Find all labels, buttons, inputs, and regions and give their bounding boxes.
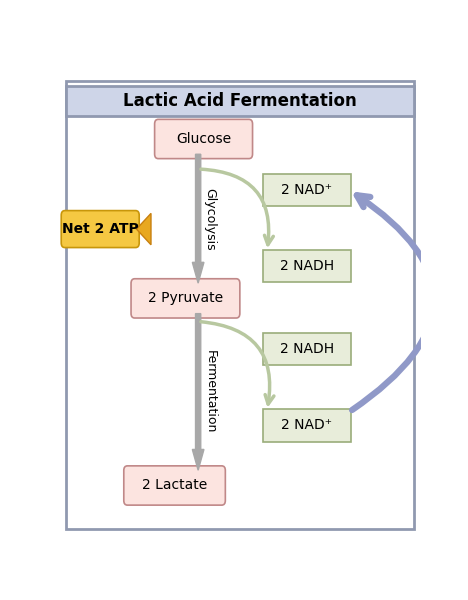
- FancyBboxPatch shape: [263, 173, 351, 206]
- Text: Glycolysis: Glycolysis: [204, 188, 217, 250]
- Text: Net 2 ATP: Net 2 ATP: [62, 222, 139, 236]
- Text: 2 Pyruvate: 2 Pyruvate: [148, 292, 223, 305]
- Text: 2 NAD⁺: 2 NAD⁺: [281, 418, 332, 433]
- Text: 2 Lactate: 2 Lactate: [142, 478, 207, 493]
- FancyBboxPatch shape: [131, 279, 240, 318]
- FancyArrowPatch shape: [201, 322, 274, 404]
- FancyArrowPatch shape: [201, 169, 273, 245]
- FancyBboxPatch shape: [124, 466, 226, 505]
- FancyBboxPatch shape: [263, 250, 351, 282]
- FancyBboxPatch shape: [61, 211, 139, 248]
- FancyBboxPatch shape: [66, 81, 414, 529]
- FancyArrow shape: [192, 154, 204, 283]
- Text: 2 NADH: 2 NADH: [280, 259, 334, 273]
- FancyArrow shape: [137, 214, 151, 245]
- FancyArrow shape: [192, 314, 204, 470]
- Text: Lactic Acid Fermentation: Lactic Acid Fermentation: [123, 92, 357, 110]
- Text: 2 NADH: 2 NADH: [280, 342, 334, 356]
- FancyBboxPatch shape: [263, 409, 351, 442]
- FancyBboxPatch shape: [263, 333, 351, 365]
- Text: Glucose: Glucose: [176, 132, 231, 146]
- Text: 2 NAD⁺: 2 NAD⁺: [281, 183, 332, 197]
- FancyBboxPatch shape: [66, 86, 414, 116]
- Text: Fermentation: Fermentation: [204, 350, 217, 433]
- FancyArrowPatch shape: [352, 195, 434, 410]
- FancyBboxPatch shape: [154, 119, 253, 158]
